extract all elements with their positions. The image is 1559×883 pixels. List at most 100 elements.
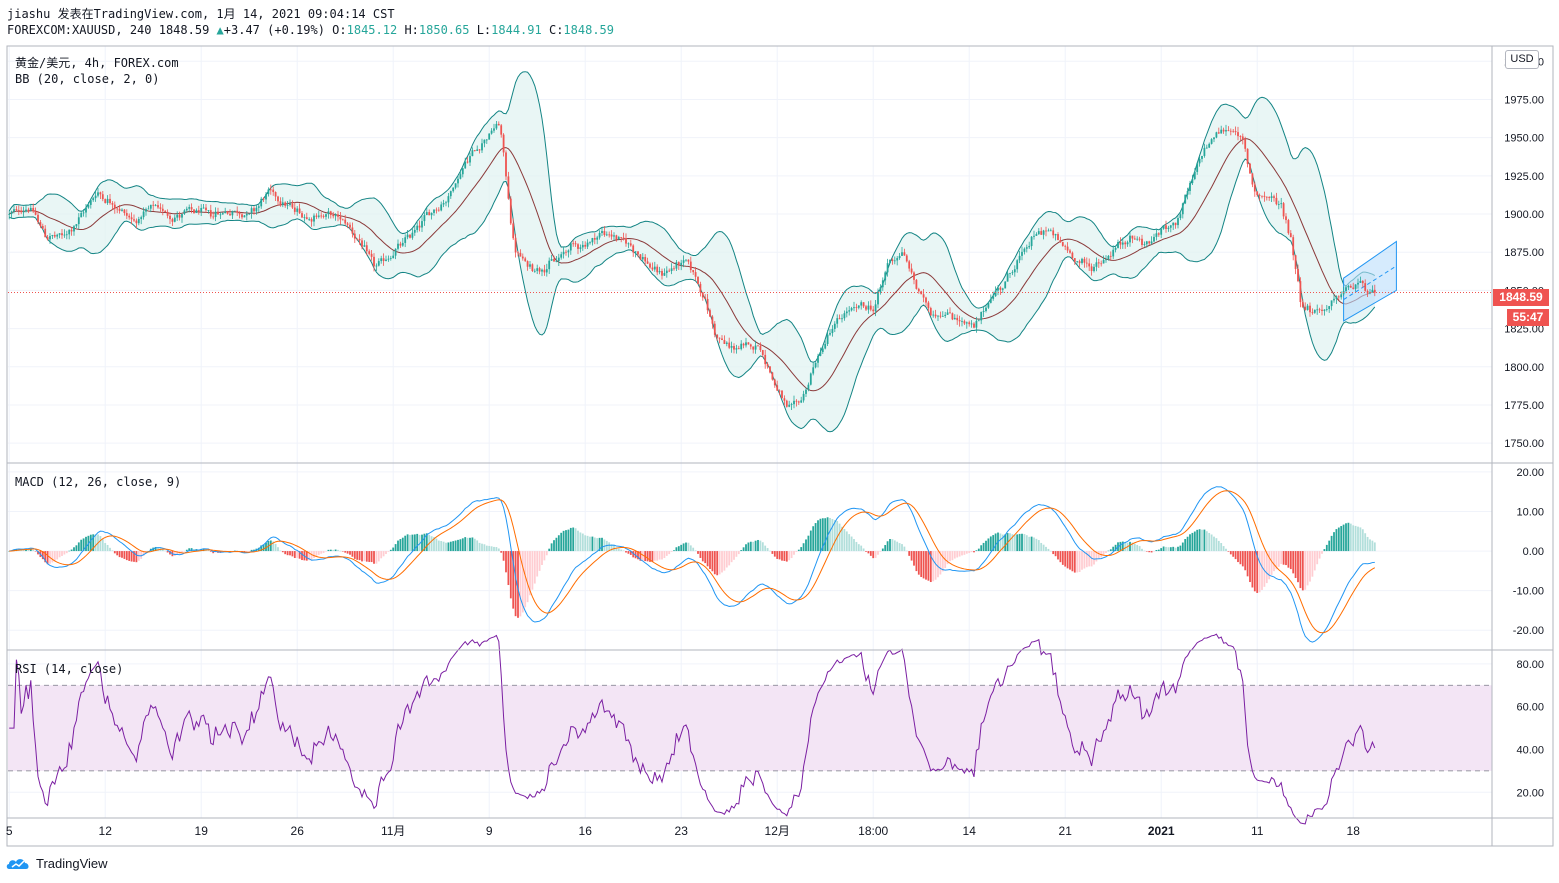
high-value: 1850.65	[418, 23, 470, 37]
candle-body	[231, 210, 234, 216]
macd-histogram-bar	[385, 551, 387, 555]
candle-body	[668, 270, 671, 272]
macd-histogram-bar	[1016, 534, 1019, 552]
candle-body	[1155, 233, 1158, 237]
macd-histogram-bar	[980, 545, 983, 552]
candle-body	[106, 198, 109, 203]
macd-histogram-bar	[409, 534, 411, 552]
candle-body	[605, 234, 608, 236]
candle-body	[1268, 197, 1271, 198]
macd-histogram-bar	[471, 537, 474, 552]
macd-histogram-bar	[958, 551, 961, 557]
macd-histogram-bar	[814, 523, 817, 552]
macd-histogram-bar	[994, 533, 997, 552]
macd-histogram-bar	[401, 537, 404, 552]
macd-histogram-bar	[800, 547, 803, 552]
candle-body	[766, 364, 769, 367]
candle-body	[205, 207, 207, 211]
candle-body	[752, 346, 755, 350]
macd-histogram-bar	[826, 517, 829, 552]
macd-histogram-bar	[154, 546, 157, 552]
candle-body	[716, 334, 719, 338]
macd-histogram-bar	[699, 551, 702, 558]
macd-histogram-bar	[1189, 534, 1191, 552]
candle-body	[709, 310, 711, 317]
macd-histogram-bar	[711, 551, 714, 572]
candle-body	[869, 305, 872, 310]
macd-histogram-bar	[682, 543, 685, 552]
candle-body	[1299, 281, 1302, 303]
candle-body	[406, 234, 409, 238]
candle-body	[51, 235, 54, 237]
candle-body	[380, 258, 383, 262]
candle-body	[298, 208, 301, 214]
macd-histogram-bar	[505, 551, 507, 573]
candle-body	[1143, 244, 1146, 246]
macd-histogram-bar	[1025, 535, 1028, 552]
macd-histogram-bar	[1220, 543, 1223, 552]
macd-histogram-bar	[812, 526, 815, 552]
candle-body	[1057, 234, 1059, 241]
x-tick-label: 18:00	[858, 824, 888, 838]
candle-body	[457, 178, 459, 184]
candle-body	[253, 208, 255, 212]
candle-body	[718, 337, 721, 339]
currency-button[interactable]: USD	[1505, 50, 1539, 69]
macd-histogram-bar	[512, 551, 515, 609]
macd-histogram-bar	[941, 551, 944, 572]
macd-histogram-bar	[692, 547, 695, 552]
candle-body	[361, 240, 363, 247]
candle-body	[226, 211, 229, 214]
macd-histogram-bar	[490, 546, 493, 552]
macd-histogram-bar	[373, 551, 375, 564]
candle-body	[159, 207, 162, 209]
rsi-line	[9, 633, 1376, 825]
candle-body	[658, 270, 661, 273]
tradingview-logo[interactable]: TradingView	[6, 855, 108, 871]
macd-histogram-bar	[493, 546, 495, 552]
candle-body	[1124, 242, 1127, 245]
macd-histogram-bar	[591, 536, 594, 552]
macd-histogram-bar	[1287, 551, 1290, 568]
candle-body	[596, 237, 599, 240]
candle-body	[320, 215, 323, 217]
candle-body	[665, 270, 668, 274]
macd-histogram-bar	[651, 551, 654, 563]
candle-body	[161, 208, 164, 211]
macd-histogram-bar	[265, 542, 267, 552]
candle-body	[1203, 147, 1206, 156]
macd-histogram-bar	[34, 551, 37, 552]
candle-body	[1297, 268, 1299, 282]
candle-body	[1210, 139, 1213, 144]
candle-body	[891, 259, 894, 262]
candle-body	[236, 210, 239, 213]
candle-body	[747, 342, 750, 345]
macd-histogram-bar	[22, 550, 25, 552]
rsi-indicator-label[interactable]: RSI (14, close)	[15, 662, 124, 676]
candle-body	[646, 261, 649, 264]
macd-histogram-bar	[248, 551, 251, 552]
candle-body	[339, 216, 342, 220]
macd-histogram-bar	[1097, 551, 1100, 560]
macd-histogram-bar	[32, 550, 35, 552]
macd-indicator-label[interactable]: MACD (12, 26, close, 9)	[15, 475, 182, 489]
candle-body	[346, 223, 349, 225]
macd-histogram-bar	[1277, 551, 1280, 567]
candle-body	[1222, 129, 1225, 132]
candle-body	[445, 202, 447, 204]
macd-histogram-bar	[625, 551, 627, 553]
candle-body	[1304, 306, 1307, 310]
macd-histogram-bar	[685, 542, 687, 552]
candle-body	[622, 237, 625, 239]
macd-histogram-bar	[1093, 551, 1095, 565]
macd-histogram-bar	[327, 549, 330, 552]
macd-histogram-bar	[1208, 532, 1211, 552]
candle-body	[1097, 262, 1100, 264]
candle-body	[166, 211, 169, 216]
bb-indicator-label[interactable]: BB (20, close, 2, 0)	[15, 72, 160, 86]
candle-body	[25, 209, 27, 212]
candle-body	[1213, 137, 1215, 140]
macd-histogram-bar	[1069, 551, 1071, 570]
macd-histogram-bar	[188, 548, 191, 552]
